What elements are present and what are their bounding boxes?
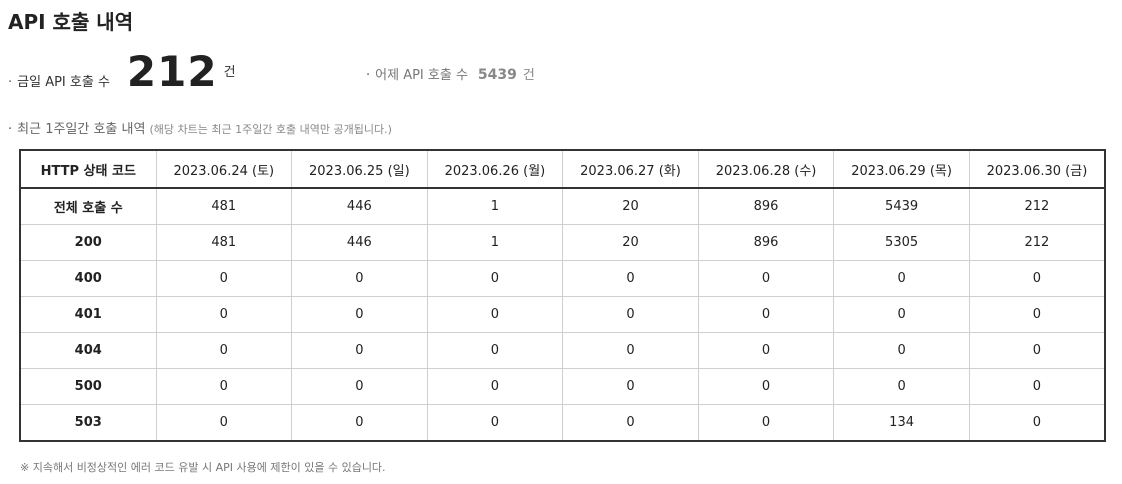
weekly-call-table: HTTP 상태 코드 2023.06.24 (토) 2023.06.25 (일)… (19, 149, 1106, 442)
table-row: 401 0 0 0 0 0 0 0 (19, 296, 1106, 333)
table-cell: 0 (155, 332, 293, 369)
row-header: 404 (19, 332, 157, 369)
table-cell: 212 (968, 187, 1106, 225)
table-cell: 0 (833, 296, 970, 333)
column-header: 2023.06.26 (월) (426, 149, 564, 189)
table-cell: 0 (562, 332, 699, 369)
bullet: · (366, 68, 371, 83)
table-cell: 212 (968, 224, 1106, 261)
table-cell: 446 (291, 187, 428, 225)
table-row: 200 481 446 1 20 896 5305 212 (19, 224, 1106, 261)
table-cell: 20 (562, 187, 699, 225)
table-cell: 0 (697, 368, 835, 405)
column-header: 2023.06.30 (금) (968, 149, 1106, 189)
yesterday-call-count: · 어제 API 호출 수 5439 건 (366, 64, 535, 83)
table-cell: 0 (291, 260, 428, 297)
table-cell: 0 (968, 260, 1106, 297)
today-call-unit: 건 (223, 65, 236, 80)
column-header: 2023.06.27 (화) (562, 149, 699, 189)
yesterday-call-unit: 건 (522, 68, 535, 83)
table-cell: 0 (968, 404, 1106, 442)
row-header: 500 (19, 368, 157, 405)
table-row: 전체 호출 수 481 446 1 20 896 5439 212 (19, 187, 1106, 225)
table-cell: 0 (426, 404, 564, 442)
yesterday-call-label: 어제 API 호출 수 (375, 68, 468, 83)
table-cell: 0 (426, 368, 564, 405)
bullet: · (8, 75, 13, 90)
table-row: 500 0 0 0 0 0 0 0 (19, 368, 1106, 405)
table-cell: 896 (697, 224, 835, 261)
table-cell: 0 (562, 296, 699, 333)
table-cell: 0 (833, 368, 970, 405)
today-call-label: 금일 API 호출 수 (17, 75, 110, 90)
table-cell: 0 (697, 260, 835, 297)
table-row: 404 0 0 0 0 0 0 0 (19, 332, 1106, 369)
table-cell: 5305 (833, 224, 970, 261)
table-cell: 481 (155, 187, 293, 225)
table-cell: 5439 (833, 187, 970, 225)
column-header: HTTP 상태 코드 (19, 149, 157, 189)
table-cell: 20 (562, 224, 699, 261)
yesterday-call-value: 5439 (477, 67, 517, 83)
bullet: · (8, 122, 13, 137)
footnote: ※ 지속해서 비정상적인 에러 코드 유발 시 API 사용에 제한이 있을 수… (20, 461, 386, 474)
today-call-value: 212 (126, 47, 218, 96)
column-header: 2023.06.28 (수) (697, 149, 835, 189)
row-header: 전체 호출 수 (19, 187, 157, 225)
table-cell: 0 (291, 404, 428, 442)
table-cell: 0 (833, 260, 970, 297)
row-header: 400 (19, 260, 157, 297)
section-note: (해당 차트는 최근 1주일간 호출 내역만 공개됩니다.) (149, 123, 392, 136)
table-row: 503 0 0 0 0 0 134 0 (19, 404, 1106, 442)
table-cell: 0 (155, 260, 293, 297)
table-cell: 0 (697, 296, 835, 333)
table-cell: 0 (291, 368, 428, 405)
table-cell: 446 (291, 224, 428, 261)
table-cell: 0 (562, 368, 699, 405)
table-header-row: HTTP 상태 코드 2023.06.24 (토) 2023.06.25 (일)… (19, 149, 1106, 189)
table-cell: 0 (562, 260, 699, 297)
table-cell: 0 (968, 296, 1106, 333)
page-title: API 호출 내역 (8, 10, 134, 34)
column-header: 2023.06.25 (일) (291, 149, 428, 189)
table-cell: 0 (968, 332, 1106, 369)
table-cell: 0 (968, 368, 1106, 405)
table-cell: 0 (426, 332, 564, 369)
table-cell: 0 (155, 368, 293, 405)
row-header: 401 (19, 296, 157, 333)
weekly-history-heading: · 최근 1주일간 호출 내역 (해당 차트는 최근 1주일간 호출 내역만 공… (8, 118, 392, 137)
table-cell: 0 (562, 404, 699, 442)
table-cell: 1 (426, 224, 564, 261)
table-cell: 0 (697, 404, 835, 442)
row-header: 200 (19, 224, 157, 261)
table-cell: 896 (697, 187, 835, 225)
row-header: 503 (19, 404, 157, 442)
today-call-count: · 금일 API 호출 수 212 건 (8, 50, 236, 94)
table-cell: 0 (155, 404, 293, 442)
table-cell: 0 (291, 332, 428, 369)
column-header: 2023.06.24 (토) (155, 149, 293, 189)
table-cell: 1 (426, 187, 564, 225)
table-cell: 0 (426, 260, 564, 297)
section-title: 최근 1주일간 호출 내역 (17, 122, 146, 137)
table-cell: 0 (833, 332, 970, 369)
table-cell: 0 (697, 332, 835, 369)
table-cell: 0 (291, 296, 428, 333)
table-cell: 134 (833, 404, 970, 442)
column-header: 2023.06.29 (목) (833, 149, 970, 189)
table-cell: 0 (155, 296, 293, 333)
table-cell: 0 (426, 296, 564, 333)
table-row: 400 0 0 0 0 0 0 0 (19, 260, 1106, 297)
table-cell: 481 (155, 224, 293, 261)
